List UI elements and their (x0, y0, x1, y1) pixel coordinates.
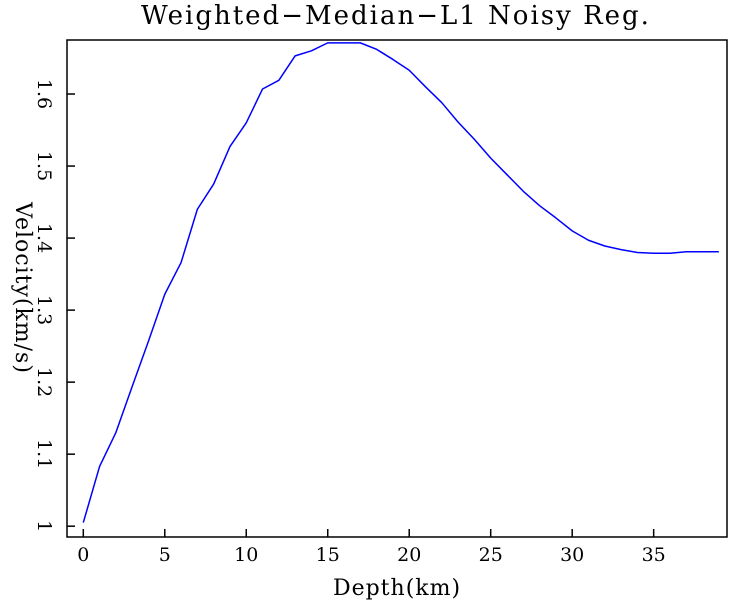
y-axis: 1 1.1 1.2 1.3 1.4 1.5 1.6 (33, 79, 75, 532)
x-tick-label: 30 (560, 544, 584, 566)
x-tick-label: 0 (77, 544, 89, 566)
y-tick-label: 1.1 (33, 439, 55, 469)
x-tick-label: 35 (642, 544, 666, 566)
x-axis-label: Depth(km) (333, 576, 461, 600)
x-axis: 0 5 10 15 20 25 30 35 (77, 529, 666, 566)
y-axis-label: Velocity(km/s) (10, 201, 35, 374)
y-tick-label: 1.5 (33, 151, 55, 181)
plot-frame (66, 39, 728, 538)
x-tick-label: 25 (479, 544, 503, 566)
y-tick-label: 1.6 (33, 79, 55, 109)
x-tick-label: 5 (159, 544, 171, 566)
x-tick-label: 10 (234, 544, 258, 566)
y-tick-label: 1.3 (33, 295, 55, 325)
x-tick-label: 20 (397, 544, 421, 566)
y-tick-label: 1.4 (33, 223, 55, 253)
velocity-series-line (82, 42, 719, 523)
y-tick-label: 1.2 (33, 367, 55, 397)
x-tick-label: 15 (316, 544, 340, 566)
y-tick-label: 1 (33, 520, 55, 532)
chart-title: Weighted−Median−L1 Noisy Reg. (141, 1, 651, 31)
